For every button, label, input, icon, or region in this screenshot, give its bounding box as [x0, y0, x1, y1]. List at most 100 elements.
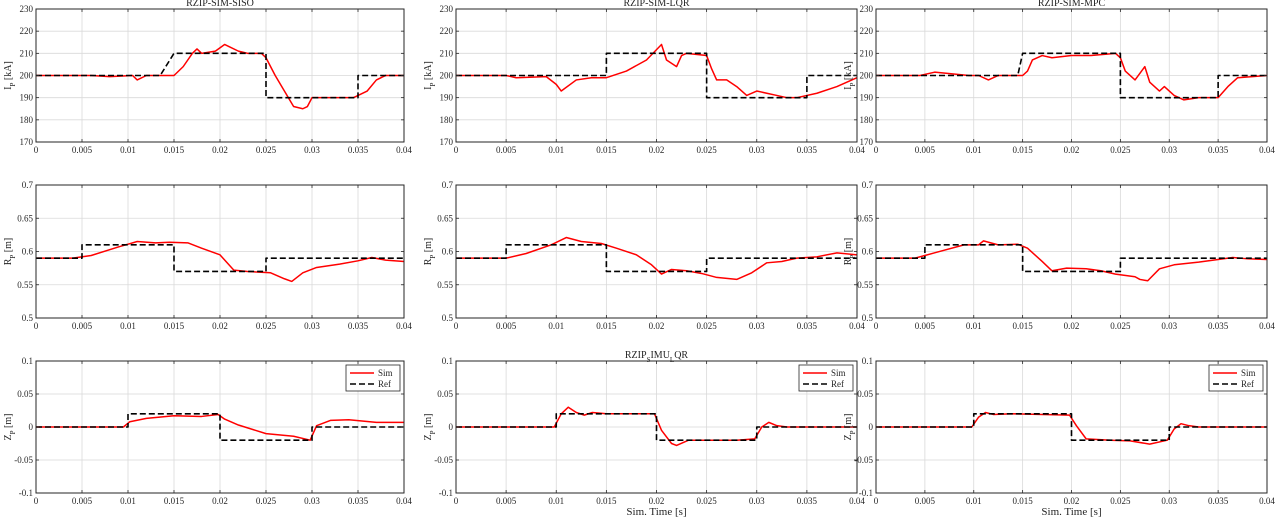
- x-tick-label: 0.025: [256, 321, 277, 331]
- y-axis-label-subscript: P: [429, 430, 437, 434]
- y-axis-label-main: R: [423, 258, 434, 265]
- y-tick-label: 220: [860, 26, 874, 36]
- subplot-5: 0 0.005 0.01 0.015 0.02 0.025 0.03 0.035 0.04 0.5…: [423, 180, 865, 331]
- title-part: RZIP-SIM-LQR: [623, 0, 689, 9]
- subplot-1: 0 0.005 0.01 0.015 0.02 0.025 0.03 0.035 0.04 170…: [3, 0, 412, 155]
- x-tick-label: 0.025: [697, 145, 718, 155]
- y-axis-label-subscript: P: [9, 82, 17, 86]
- sim-series-line: [456, 406, 857, 447]
- legend-label: Ref: [1241, 379, 1254, 389]
- x-tick-label: 0.04: [396, 496, 412, 506]
- y-tick-label: 210: [20, 48, 34, 58]
- x-tick-label: 0.03: [1161, 321, 1177, 331]
- y-axis-label-unit: [m]: [843, 414, 854, 431]
- y-axis-label-main: Z: [843, 434, 854, 440]
- y-tick-label: 0.6: [862, 247, 874, 257]
- subplot-6: 0 0.005 0.01 0.015 0.02 0.025 0.03 0.035 0.040.5…: [843, 180, 1275, 331]
- subplot-title: RZIP-SIM-SISO: [186, 0, 254, 9]
- x-tick-label: 0: [454, 321, 459, 331]
- x-tick-label: 0.015: [164, 496, 185, 506]
- y-axis-label-subscript: P: [9, 430, 17, 434]
- sim-series-line: [36, 43, 404, 110]
- y-axis-label-main: R: [3, 258, 14, 265]
- ref-series-line: [36, 244, 404, 273]
- x-tick-label: 0.025: [256, 496, 277, 506]
- x-tick-label: 0.005: [915, 496, 936, 506]
- title-part: RZIP-SIM-MPC: [1038, 0, 1106, 9]
- y-tick-label: 170: [440, 137, 454, 147]
- x-tick-label: 0.02: [649, 145, 665, 155]
- x-tick-label: 0.03: [304, 145, 320, 155]
- y-tick-label: 190: [440, 93, 454, 103]
- x-tick-label: 0.02: [212, 145, 228, 155]
- sim-series-line: [456, 43, 858, 99]
- ref-series-line: [456, 52, 857, 99]
- x-tick-label: 0.035: [1208, 321, 1229, 331]
- y-axis-label-subscript: P: [849, 255, 857, 259]
- legend-box: [1208, 364, 1264, 392]
- x-tick-label: 0: [34, 496, 39, 506]
- y-tick-label: 0.55: [437, 280, 453, 290]
- y-tick-label: -0.1: [439, 488, 453, 498]
- y-axis-label-unit: [m]: [3, 414, 14, 431]
- subplot-4: 0 0.005 0.01 0.015 0.02 0.025 0.03 0.035 0.04 0.5…: [3, 180, 412, 331]
- y-tick-label: -0.1: [859, 488, 873, 498]
- legend-box: [798, 364, 854, 392]
- x-tick-label: 0.02: [1064, 321, 1080, 331]
- x-tick-label: 0.04: [1259, 145, 1275, 155]
- ref-series-line: [876, 412, 1267, 442]
- x-tick-label: 0.03: [1161, 496, 1177, 506]
- y-tick-label: 200: [860, 71, 874, 81]
- y-tick-label: 180: [20, 115, 34, 125]
- x-tick-label: 0.035: [1208, 496, 1229, 506]
- x-tick-label: 0.02: [1064, 496, 1080, 506]
- x-tick-label: 0.03: [749, 145, 765, 155]
- x-tick-label: 0.025: [1110, 496, 1131, 506]
- x-tick-label: 0.01: [966, 321, 982, 331]
- subplot-7: 0 0.005 0.01 0.015 0.02 0.025 0.03 0.035 0.04 -0.…: [3, 356, 412, 506]
- x-tick-label: 0.035: [797, 496, 818, 506]
- y-tick-label: 0.5: [862, 313, 874, 323]
- x-tick-label: 0.005: [72, 145, 93, 155]
- x-tick-label: 0.01: [966, 145, 982, 155]
- legend-label: Sim: [378, 368, 393, 378]
- x-tick-label: 0: [34, 145, 39, 155]
- y-tick-label: 0.7: [862, 180, 874, 190]
- title-subscript: L: [670, 356, 674, 364]
- x-tick-label: 0.01: [120, 321, 136, 331]
- y-tick-label: 0.65: [17, 213, 33, 223]
- ref-series-line: [36, 412, 404, 442]
- x-tick-label: 0.005: [72, 321, 93, 331]
- y-tick-label: 170: [20, 137, 34, 147]
- x-tick-label: 0.005: [496, 145, 517, 155]
- x-tick-label: 0.035: [797, 145, 818, 155]
- x-tick-label: 0.015: [1013, 496, 1034, 506]
- y-tick-label: 0.6: [442, 247, 454, 257]
- x-tick-label: 0.04: [396, 321, 412, 331]
- x-tick-label: 0.025: [697, 321, 718, 331]
- x-tick-label: 0.02: [1064, 145, 1080, 155]
- x-tick-label: 0.015: [164, 145, 185, 155]
- x-tick-label: 0.01: [548, 145, 564, 155]
- y-tick-label: 220: [440, 26, 454, 36]
- y-tick-label: -0.1: [19, 488, 33, 498]
- y-tick-label: 0.7: [442, 180, 454, 190]
- y-axis-label: IP [kA]: [3, 61, 17, 90]
- x-axis-label: Sim. Time [s]: [626, 506, 686, 517]
- legend-label: Sim: [1241, 368, 1256, 378]
- title-part: IMU: [650, 350, 670, 361]
- y-tick-label: 200: [20, 71, 34, 81]
- legend-label: Sim: [831, 368, 846, 378]
- subplot-9: 0 0.005 0.01 0.015 0.02 0.025 0.03 0.035 0.04-0.…: [843, 356, 1275, 517]
- y-tick-label: 210: [860, 48, 874, 58]
- x-tick-label: 0.005: [915, 145, 936, 155]
- y-tick-label: 200: [440, 71, 454, 81]
- x-tick-label: 0.015: [596, 496, 617, 506]
- legend-label: Ref: [378, 379, 391, 389]
- y-tick-label: 210: [440, 48, 454, 58]
- x-tick-label: 0: [454, 145, 459, 155]
- x-tick-label: 0.025: [1110, 145, 1131, 155]
- subplot-3: 0 0.005 0.01 0.015 0.02 0.025 0.03 0.035 0.04170…: [843, 0, 1275, 155]
- y-tick-label: 0.5: [442, 313, 454, 323]
- x-tick-label: 0: [874, 145, 879, 155]
